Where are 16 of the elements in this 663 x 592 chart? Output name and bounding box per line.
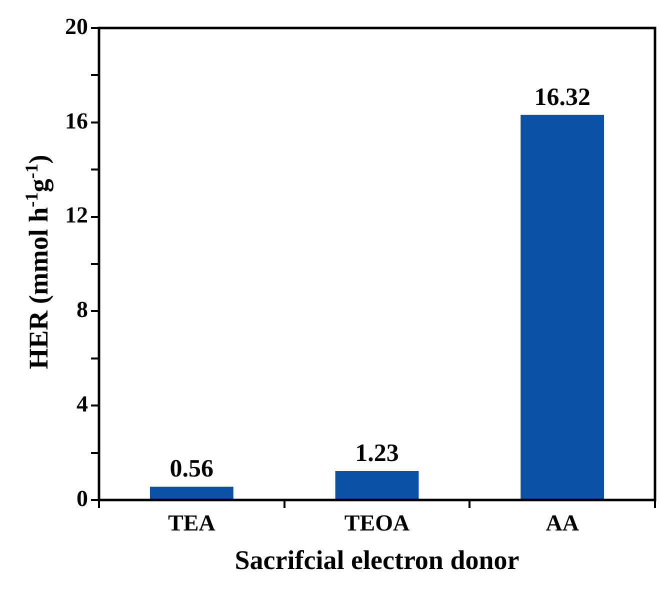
x-tick-label: TEOA (344, 510, 410, 536)
y-tick-label: 20 (65, 14, 88, 39)
y-tick-label: 12 (65, 202, 88, 228)
y-tick-label: 8 (76, 297, 88, 322)
x-tick-label: AA (546, 510, 580, 536)
bar (335, 470, 419, 499)
y-tick-label: 0 (76, 486, 88, 511)
bar (520, 114, 604, 499)
y-tick-label: 4 (76, 392, 88, 417)
data-label: 1.23 (355, 440, 399, 467)
data-label: 16.32 (534, 84, 590, 111)
y-tick-label: 16 (65, 108, 88, 134)
bar (150, 486, 234, 499)
data-label: 0.56 (170, 456, 214, 483)
x-axis-title: Sacrifcial electron donor (234, 544, 520, 575)
x-tick-label: TEA (168, 510, 216, 536)
